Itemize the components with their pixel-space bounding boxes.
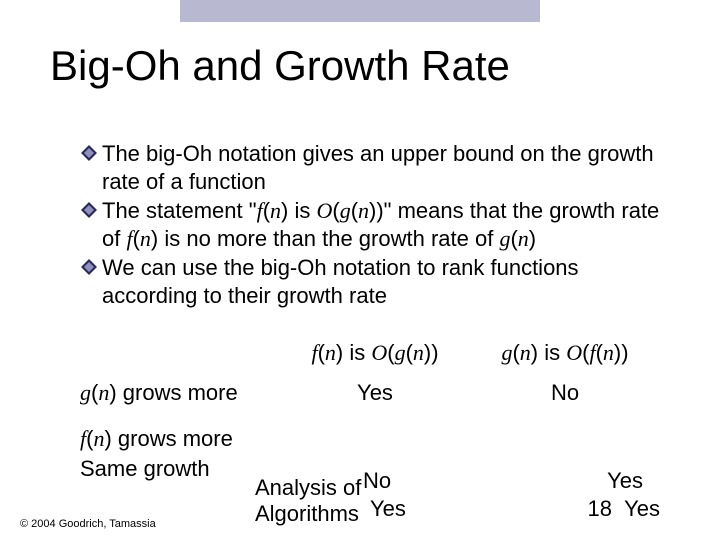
- table-cell: No: [470, 380, 660, 406]
- footer-line: Analysis of: [255, 475, 361, 500]
- diamond-bullet-icon: [80, 201, 98, 219]
- table-cell: [80, 340, 280, 366]
- table-cell: Yes: [607, 468, 643, 494]
- diamond-bullet-icon: [80, 258, 98, 276]
- bullet-list: The big-Oh notation gives an upper bound…: [80, 140, 670, 311]
- bullet-item: The big-Oh notation gives an upper bound…: [80, 140, 670, 195]
- table-cell: Yes: [280, 380, 470, 406]
- diamond-bullet-icon: [80, 144, 98, 162]
- table-cell: f(n) grows more: [80, 426, 280, 452]
- copyright-text: © 2004 Goodrich, Tamassia: [20, 518, 156, 530]
- footer-center-text: Analysis of Algorithms: [255, 475, 361, 526]
- footer-line: Algorithms: [255, 501, 361, 526]
- table-cell: Yes: [624, 496, 660, 522]
- page-number: 18: [588, 496, 612, 522]
- slide-title: Big-Oh and Growth Rate: [50, 42, 510, 90]
- table-row: f(n) grows more: [80, 426, 670, 452]
- top-bar-decoration: [180, 0, 540, 22]
- table-header-cell: f(n) is O(g(n)): [280, 340, 470, 366]
- table-cell: g(n) grows more: [80, 380, 280, 406]
- table-cell: Yes: [370, 496, 406, 522]
- table-cell: No: [363, 468, 391, 494]
- table-row: g(n) grows more Yes No: [80, 380, 670, 406]
- table-header-cell: g(n) is O(f(n)): [470, 340, 660, 366]
- bullet-text: We can use the big-Oh notation to rank f…: [102, 254, 670, 309]
- table-header-row: f(n) is O(g(n)) g(n) is O(f(n)): [80, 340, 670, 366]
- bullet-text: The big-Oh notation gives an upper bound…: [102, 140, 670, 195]
- bullet-item: The statement "f(n) is O(g(n))" means th…: [80, 197, 670, 252]
- bullet-item: We can use the big-Oh notation to rank f…: [80, 254, 670, 309]
- bullet-text: The statement "f(n) is O(g(n))" means th…: [102, 197, 670, 252]
- table-cell: Same growth: [80, 456, 280, 482]
